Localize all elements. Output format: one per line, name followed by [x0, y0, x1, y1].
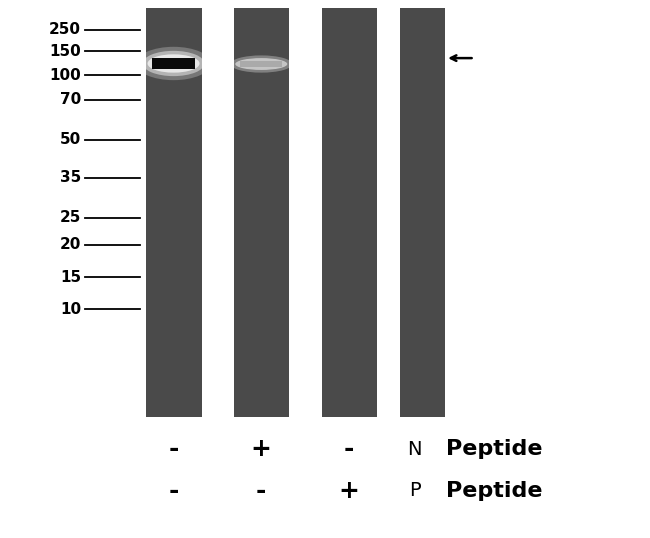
Text: 15: 15	[60, 270, 81, 285]
Bar	[152, 58, 195, 69]
Ellipse shape	[231, 55, 292, 73]
Bar	[289, 8, 322, 417]
Bar	[202, 8, 234, 417]
Ellipse shape	[148, 54, 200, 73]
Text: 100: 100	[49, 68, 81, 83]
Bar	[322, 8, 377, 417]
Text: +: +	[339, 479, 359, 502]
Text: 25: 25	[60, 210, 81, 225]
Text: Peptide: Peptide	[446, 480, 542, 501]
Ellipse shape	[235, 58, 287, 70]
Text: 35: 35	[60, 170, 81, 185]
Text: 50: 50	[60, 132, 81, 147]
Ellipse shape	[143, 51, 204, 76]
Bar	[240, 61, 283, 67]
Bar	[377, 8, 400, 417]
Text: -: -	[168, 479, 179, 502]
Text: +: +	[251, 437, 272, 461]
Ellipse shape	[136, 47, 211, 80]
Text: Peptide: Peptide	[446, 439, 542, 459]
Bar	[234, 8, 289, 417]
Text: -: -	[168, 437, 179, 461]
Text: 10: 10	[60, 302, 81, 317]
Text: P: P	[409, 481, 421, 500]
Text: 250: 250	[49, 22, 81, 37]
Bar	[400, 8, 445, 417]
Bar	[146, 8, 202, 417]
Text: 20: 20	[60, 237, 81, 252]
Text: 150: 150	[49, 44, 81, 59]
Text: -: -	[344, 437, 354, 461]
Text: 70: 70	[60, 92, 81, 107]
Text: -: -	[256, 479, 266, 502]
Text: N: N	[408, 440, 422, 459]
